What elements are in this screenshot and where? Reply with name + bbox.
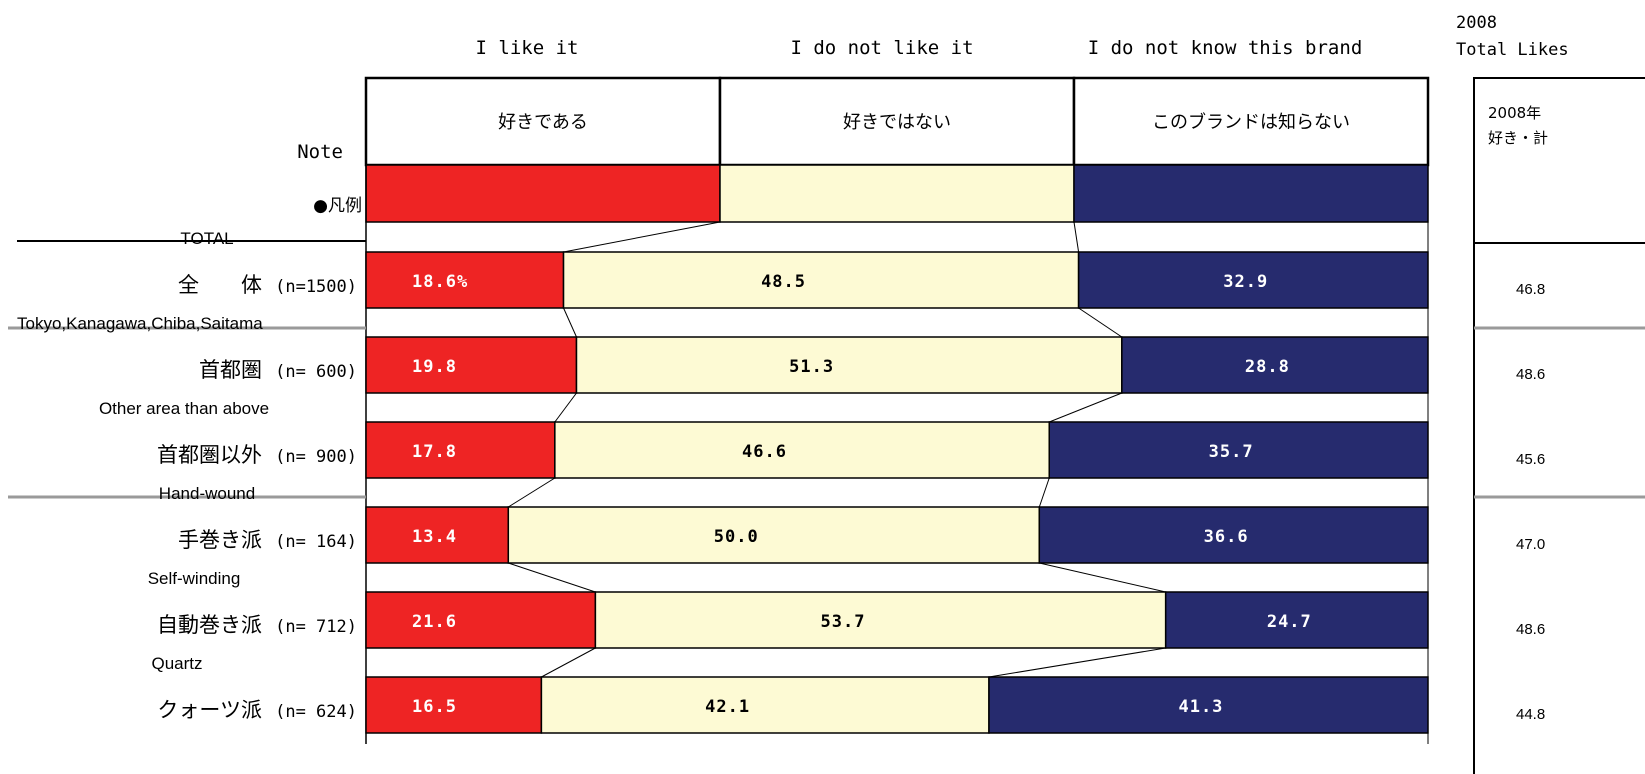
bar-segment-unknown bbox=[1048, 421, 1429, 479]
row-label-sample-size: (n=1500) bbox=[275, 277, 357, 297]
connector-line bbox=[508, 477, 556, 508]
connector-line bbox=[508, 562, 596, 593]
bar-segment-dislike bbox=[562, 251, 1080, 309]
total-likes-value: 47.0 bbox=[1516, 536, 1545, 553]
row-label-sample-size: (n= 164) bbox=[275, 532, 357, 552]
col-title-unknown: I do not know this brand bbox=[1088, 37, 1363, 59]
connector-line bbox=[988, 647, 1166, 678]
connector-line bbox=[563, 221, 721, 253]
total-likes-value: 44.8 bbox=[1516, 706, 1545, 723]
legend-header-unknown-text: このブランドは知らない bbox=[1152, 111, 1350, 133]
row-label-japanese: 自動巻き派 bbox=[157, 613, 262, 637]
bar-segment-dislike bbox=[554, 421, 1050, 479]
total-likes-value: 48.6 bbox=[1516, 621, 1545, 638]
bar-segment-like bbox=[365, 506, 510, 564]
col-title-like: I like it bbox=[476, 37, 579, 59]
bar-segment-dislike bbox=[507, 506, 1041, 564]
data-label-like: 16.5 bbox=[412, 697, 457, 717]
row-label-japanese: 首都圏 bbox=[199, 358, 262, 382]
bar-segment-unknown bbox=[1077, 251, 1429, 309]
data-label-like: 17.8 bbox=[412, 442, 457, 462]
row-label-sample-size: (n= 900) bbox=[275, 447, 357, 467]
row-label-sample-size: (n= 600) bbox=[275, 362, 357, 382]
row-label-japanese: 手巻き派 bbox=[178, 528, 262, 552]
connector-line bbox=[1049, 392, 1123, 423]
data-label-unknown: 41.3 bbox=[1178, 697, 1223, 717]
data-label-unknown: 24.7 bbox=[1267, 612, 1312, 632]
legend-header-dislike bbox=[718, 76, 1076, 167]
col-title-dislike: I do not like it bbox=[790, 37, 973, 59]
bar-segment-dislike bbox=[540, 676, 990, 734]
bars-group: 18.6% 48.5 32.9 19.8 51.3 28.8 17.8 46.6 35.7 13.… bbox=[365, 251, 1429, 734]
bar-segment-unknown bbox=[1038, 506, 1429, 564]
connector-line bbox=[1073, 221, 1080, 253]
connector-lines bbox=[508, 221, 1166, 678]
data-label-unknown: 32.9 bbox=[1223, 272, 1268, 292]
bar-segment-like bbox=[365, 591, 597, 649]
row-label-sample-size: (n= 624) bbox=[275, 702, 357, 722]
data-label-like: 18.6% bbox=[412, 272, 468, 292]
row-label-japanese: 全 体 bbox=[178, 273, 262, 297]
row-labels: TOTAL 全 体 (n=1500) Tokyo,Kanagawa,Chiba,Sai… bbox=[17, 229, 357, 722]
bar-segment-unknown bbox=[1164, 591, 1429, 649]
data-label-dislike: 53.7 bbox=[821, 612, 866, 632]
row-label-japanese: 首都圏以外 bbox=[157, 443, 262, 467]
data-label-unknown: 36.6 bbox=[1204, 527, 1249, 547]
legend-header-unknown bbox=[1072, 76, 1430, 167]
connector-line bbox=[1039, 562, 1166, 593]
data-label-dislike: 51.3 bbox=[789, 357, 834, 377]
data-label-like: 21.6 bbox=[412, 612, 457, 632]
legend-swatch-like bbox=[365, 164, 721, 223]
data-label-dislike: 42.1 bbox=[705, 697, 750, 717]
data-label-unknown: 35.7 bbox=[1209, 442, 1254, 462]
total-likes-label: Total Likes bbox=[1456, 40, 1569, 60]
total-likes-value: 46.8 bbox=[1516, 281, 1545, 298]
bar-segment-dislike bbox=[575, 336, 1123, 394]
legend-header-like-text: 好きである bbox=[498, 112, 588, 133]
connector-line bbox=[541, 647, 596, 678]
row-label-english: Other area than above bbox=[99, 399, 269, 418]
bar-segment-like bbox=[365, 676, 543, 734]
legend-header-like bbox=[364, 76, 722, 167]
row-label-english: Tokyo,Kanagawa,Chiba,Saitama bbox=[17, 314, 263, 333]
row-label-english: TOTAL bbox=[180, 229, 233, 248]
legend-swatch-unknown bbox=[1073, 164, 1429, 223]
data-label-dislike: 46.6 bbox=[742, 442, 787, 462]
bar-segment-like bbox=[365, 421, 556, 479]
bar-segment-unknown bbox=[1121, 336, 1429, 394]
data-label-like: 19.8 bbox=[412, 357, 457, 377]
data-label-dislike: 48.5 bbox=[761, 272, 806, 292]
row-label-english: Self-winding bbox=[148, 569, 241, 588]
note-label: Note bbox=[297, 141, 343, 163]
legend-label: ●凡例 bbox=[313, 196, 362, 216]
bar-segment-dislike bbox=[594, 591, 1167, 649]
total-likes-header-line2: 好き・計 bbox=[1488, 129, 1548, 147]
row-label-english: Quartz bbox=[151, 654, 202, 673]
total-likes-header bbox=[1473, 77, 1645, 244]
connector-line bbox=[554, 392, 577, 423]
connector-line bbox=[1038, 477, 1050, 508]
year-label: 2008 bbox=[1456, 13, 1497, 33]
connector-line bbox=[1078, 307, 1123, 338]
total-likes-value: 48.6 bbox=[1516, 366, 1545, 383]
bar-segment-like bbox=[365, 336, 578, 394]
row-label-japanese: クォーツ派 bbox=[157, 698, 262, 722]
row-label-english: Hand-wound bbox=[159, 484, 255, 503]
data-label-unknown: 28.8 bbox=[1245, 357, 1290, 377]
legend-swatch-dislike bbox=[719, 164, 1075, 223]
legend-header-dislike-text: 好きではない bbox=[843, 112, 951, 133]
row-label-sample-size: (n= 712) bbox=[275, 617, 357, 637]
total-likes-value: 45.6 bbox=[1516, 451, 1545, 468]
bar-segment-unknown bbox=[988, 676, 1429, 734]
data-label-dislike: 50.0 bbox=[714, 527, 759, 547]
connector-line bbox=[563, 307, 577, 338]
total-likes-header-line1: 2008年 bbox=[1488, 104, 1541, 122]
total-likes-values: 46.8 48.6 45.6 47.0 48.6 44.8 bbox=[1516, 281, 1545, 723]
data-label-like: 13.4 bbox=[412, 527, 457, 547]
